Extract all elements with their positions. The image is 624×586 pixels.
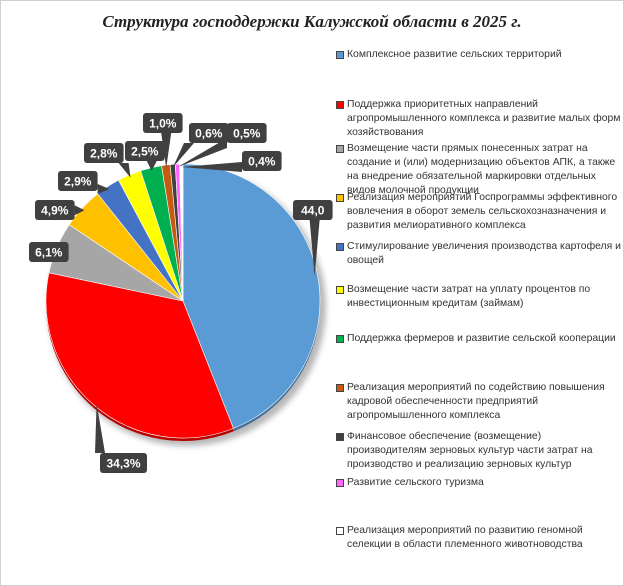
data-label-box (100, 453, 147, 473)
data-label-pointer (309, 220, 320, 276)
chart-title: Структура господдержки Калужской области… (102, 12, 522, 31)
data-label: 1,0% (149, 117, 177, 131)
data-label-box (293, 200, 333, 220)
legend-item: Реализация мероприятий Госпрограммы эффе… (336, 191, 621, 233)
data-label: 2,8% (90, 147, 118, 161)
data-label-pointer (95, 403, 105, 453)
legend-label: Стимулирование увеличения производства к… (347, 241, 621, 266)
data-label-pointer (161, 133, 172, 169)
data-label: 2,5% (131, 145, 159, 159)
data-label: 0,4% (248, 155, 276, 169)
legend-item: Реализация мероприятий по развитию геном… (336, 524, 621, 552)
legend-swatch (336, 479, 344, 487)
legend-item: Стимулирование увеличения производства к… (336, 240, 621, 268)
legend-label: Поддержка фермеров и развитие сельской к… (347, 333, 616, 344)
legend-item: Финансовое обеспечение (возмещение) прои… (336, 430, 621, 472)
data-label-pointer (177, 138, 227, 168)
legend-item: Поддержка приоритетных направлений агроп… (336, 98, 621, 140)
legend-swatch (336, 433, 344, 441)
data-label-pointer (172, 143, 194, 168)
legend-label: Поддержка приоритетных направлений агроп… (347, 99, 621, 138)
legend-label: Финансовое обеспечение (возмещение) прои… (347, 431, 593, 470)
data-label: 0,6% (195, 127, 223, 141)
legend-swatch (336, 51, 344, 59)
legend-item: Развитие сельского туризма (336, 476, 621, 490)
legend-label: Развитие сельского туризма (347, 477, 484, 488)
data-label-box (143, 113, 183, 133)
legend-item: Реализация мероприятий по содействию пов… (336, 381, 621, 423)
data-label: 2,9% (64, 175, 92, 189)
data-label-pointer (97, 184, 110, 195)
pie-slice (45, 272, 234, 439)
data-label-box (58, 171, 98, 191)
data-label-box (29, 242, 69, 262)
legend-label: Возмещение части затрат на уплату процен… (347, 284, 591, 309)
data-label-box (189, 123, 229, 143)
legend-item: Комплексное развитие сельских территорий (336, 48, 621, 62)
legend-swatch (336, 243, 344, 251)
data-label-box (242, 151, 282, 171)
data-label: 4,9% (41, 204, 69, 218)
data-label-pointer (118, 163, 131, 178)
legend-item: Поддержка фермеров и развитие сельской к… (336, 332, 621, 346)
legend-swatch (336, 527, 344, 535)
legend-label: Реализация мероприятий Госпрограммы эффе… (347, 192, 618, 231)
legend-swatch (336, 286, 344, 294)
data-label-pointer (146, 161, 157, 171)
legend-label: Реализация мероприятий по развитию геном… (347, 525, 583, 550)
legend-swatch (336, 101, 344, 109)
legend-item: Возмещение части прямых понесенных затра… (336, 142, 621, 198)
data-label-pointer (181, 162, 242, 173)
legend-swatch (336, 194, 344, 202)
data-label: 0,5% (233, 127, 261, 141)
data-label: 34,3% (106, 457, 140, 471)
legend-swatch (336, 335, 344, 343)
legend-label: Комплексное развитие сельских территорий (347, 49, 562, 60)
legend-label: Возмещение части прямых понесенных затра… (347, 143, 616, 196)
data-label-box (35, 200, 75, 220)
data-label-box (125, 141, 165, 161)
legend-item: Возмещение части затрат на уплату процен… (336, 283, 621, 311)
pie-slice (182, 163, 321, 429)
data-label: 44,0 (301, 204, 325, 218)
legend-swatch (336, 145, 344, 153)
data-label: 6,1% (35, 246, 63, 260)
legend-swatch (336, 384, 344, 392)
data-label-box (227, 123, 267, 143)
legend-label: Реализация мероприятий по содействию пов… (347, 382, 605, 421)
data-label-box (84, 143, 124, 163)
data-label-pointer (74, 205, 85, 216)
